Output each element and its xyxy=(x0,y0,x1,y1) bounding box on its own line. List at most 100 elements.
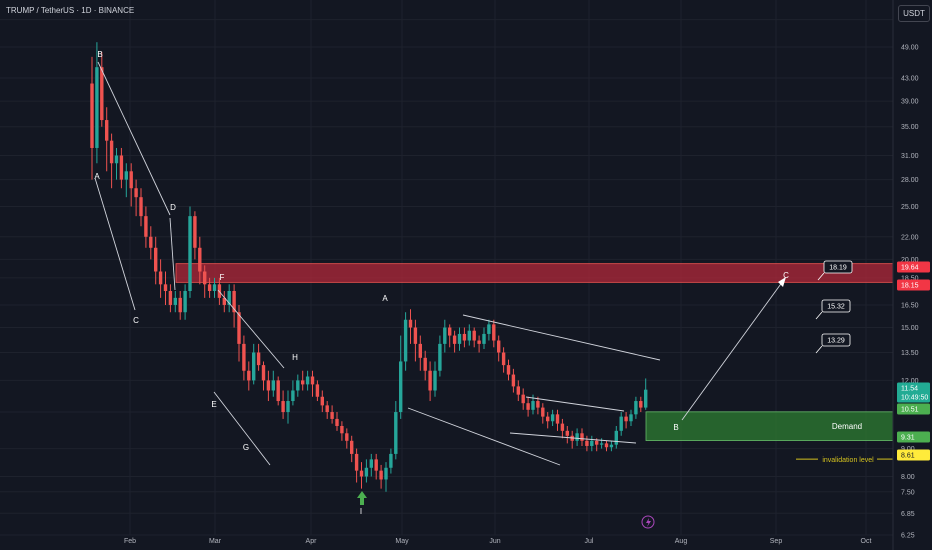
projection-arrowhead xyxy=(778,277,786,287)
y-tick-label: 12.00 xyxy=(901,378,919,385)
pattern-lines: invalidation level xyxy=(94,61,893,466)
candle-body xyxy=(129,171,133,189)
y-tick-label: 15.00 xyxy=(901,325,919,332)
candle-body xyxy=(619,416,623,431)
candle-body xyxy=(511,374,516,387)
candle-body xyxy=(237,312,241,344)
currency-badge[interactable]: USDT xyxy=(898,5,930,22)
candle-body xyxy=(379,470,383,480)
candle-body xyxy=(585,440,589,446)
candle-body xyxy=(310,376,315,385)
price-tag-label: 10:49:50 xyxy=(901,395,928,402)
price-tags: 19.64 18.15 11.54 10:49:50 10.51 9.31 8.61 xyxy=(897,261,930,461)
candle-body xyxy=(320,396,324,406)
candle-body xyxy=(555,414,560,424)
candle-body xyxy=(114,155,119,164)
candle-body xyxy=(384,467,388,480)
candle-body xyxy=(119,155,124,180)
trend-line xyxy=(462,314,661,361)
x-tick-label: May xyxy=(395,538,409,545)
symbol-title[interactable]: TRUMP / TetherUS · 1D · BINANCE xyxy=(6,6,135,15)
wave-label: C xyxy=(133,316,139,325)
x-tick-label: Aug xyxy=(675,538,688,545)
candle-body xyxy=(281,401,285,413)
trend-line xyxy=(509,432,637,444)
candle-body xyxy=(296,380,300,391)
price-tag-label: 19.64 xyxy=(901,265,919,272)
candle-body xyxy=(492,324,496,341)
y-tick-label: 13.50 xyxy=(901,350,919,357)
y-tick-label: 43.00 xyxy=(901,75,919,82)
candle-body xyxy=(149,236,153,248)
candle-body xyxy=(560,423,565,431)
candle-body xyxy=(134,188,138,198)
candle-body xyxy=(457,333,462,344)
candle-body xyxy=(154,247,158,272)
trend-line xyxy=(169,217,176,291)
x-tick-label: Jul xyxy=(585,538,594,545)
candle-body xyxy=(472,330,476,341)
candle-body xyxy=(413,327,418,344)
candle-body xyxy=(482,333,486,344)
candle-body xyxy=(433,370,437,391)
price-tag-label: 10.51 xyxy=(901,407,919,414)
candle-body xyxy=(305,376,310,385)
target-callout-label: 13.29 xyxy=(827,338,845,345)
wave-label: I xyxy=(360,507,362,516)
candle-body xyxy=(443,327,447,344)
wave-label: H xyxy=(292,353,298,362)
candle-body xyxy=(291,390,295,402)
y-tick-label: 25.00 xyxy=(901,204,919,211)
candle-body xyxy=(232,290,236,313)
candle-body xyxy=(369,459,373,468)
candle-body xyxy=(109,140,114,164)
candle-body xyxy=(550,414,555,422)
candle-body xyxy=(575,433,579,441)
candle-body xyxy=(242,343,246,371)
candle-body xyxy=(418,343,422,358)
candle-body xyxy=(467,330,471,341)
trend-line xyxy=(97,61,171,216)
candle-body xyxy=(207,284,212,291)
candle-body xyxy=(501,352,506,366)
candle-body xyxy=(399,361,403,413)
y-tick-label: 18.50 xyxy=(901,275,919,282)
candle-body xyxy=(163,284,168,291)
candle-body xyxy=(252,352,256,381)
wave-label: G xyxy=(243,443,249,452)
candle-body xyxy=(452,335,457,344)
lightning-icon-bolt xyxy=(646,518,651,527)
price-tag-label: 11.54 xyxy=(901,386,918,393)
y-tick-label: 28.00 xyxy=(901,177,919,184)
wave-label: C xyxy=(783,271,789,280)
y-tick-label: 20.00 xyxy=(901,257,919,264)
price-tag-box xyxy=(897,449,930,461)
y-tick-label: 35.00 xyxy=(901,124,919,131)
candle-body xyxy=(565,430,569,436)
candle-body xyxy=(634,401,638,415)
candle-body xyxy=(448,327,452,336)
candle-body xyxy=(168,290,173,305)
candle-body xyxy=(183,290,187,313)
candle-body xyxy=(604,443,609,448)
price-tag-box xyxy=(897,391,930,403)
wave-label: A xyxy=(382,294,388,303)
price-tag-label: 18.15 xyxy=(901,283,919,290)
x-tick-label: Jun xyxy=(489,538,500,545)
candle-body xyxy=(256,352,261,366)
candle-body xyxy=(139,197,143,217)
price-tag-box xyxy=(897,431,930,443)
y-tick-label: 31.00 xyxy=(901,153,919,160)
candle-body xyxy=(325,405,329,413)
candle-body xyxy=(462,333,467,341)
candle-body xyxy=(261,365,266,381)
candle-body xyxy=(335,418,339,426)
candle-body xyxy=(614,430,618,445)
candle-body xyxy=(301,380,305,385)
candle-body xyxy=(345,433,349,441)
wave-label: B xyxy=(97,50,102,59)
target-callout-label: 18.19 xyxy=(829,265,847,272)
y-tick-label: 6.25 xyxy=(901,533,915,540)
